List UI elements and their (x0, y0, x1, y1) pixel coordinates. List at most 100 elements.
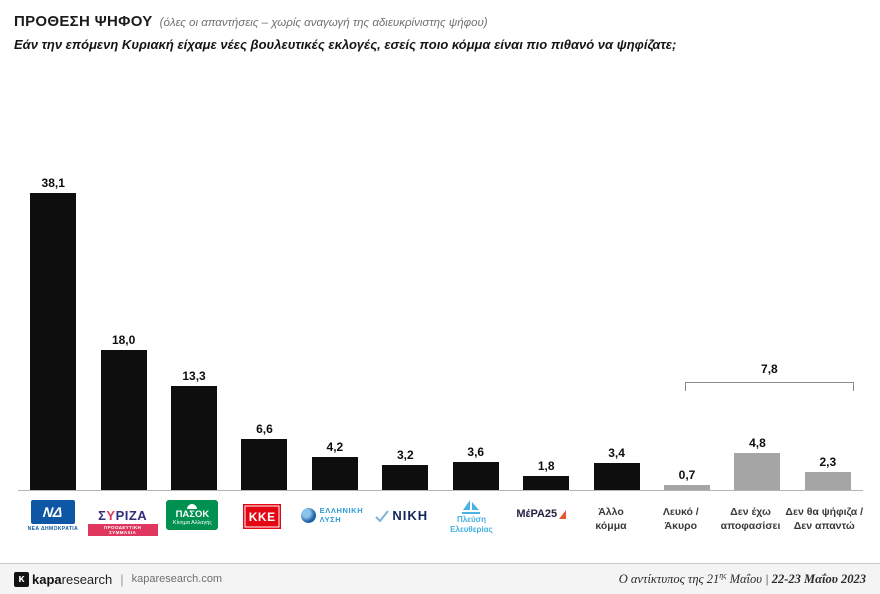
header: ΠΡΟΘΕΣΗ ΨΗΦΟΥ (όλες οι απαντήσεις – χωρί… (0, 0, 880, 52)
pasok-name: ΠΑΣΟΚ (175, 509, 210, 520)
bar-value-label: 3,6 (467, 444, 485, 459)
bar-value-label: 13,3 (182, 369, 206, 384)
note-prefix: Ο αντίκτυπος της 21 (618, 572, 720, 587)
syriza-logo-text: ΣΥΡΙΖΑ (98, 508, 147, 523)
bar-column-10: 4,8 (722, 436, 792, 490)
nd-abbr: ΝΔ (42, 504, 64, 520)
pasok-logo-icon: ΠΑΣΟΚ Κίνημα Αλλαγής (166, 500, 219, 530)
bar (100, 349, 147, 490)
mera25-name: ΜέΡΑ25 (516, 508, 558, 520)
bar-value-label: 0,7 (678, 467, 696, 482)
lefko-akyro-line2: Άκυρο (664, 519, 697, 532)
pasok-subtitle: Κίνημα Αλλαγής (172, 519, 212, 526)
bar-value-label: 2,3 (819, 455, 837, 470)
bar-value-label: 1,8 (537, 458, 555, 473)
survey-date-note: Ο αντίκτυπος της 21ης Μαΐου | 22-23 Μαΐο… (619, 571, 866, 587)
x-axis-label-syriza: ΣΥΡΙΖΑ ΠΡΟΟΔΕΥΤΙΚΗ ΣΥΜΜΑΧΙΑ (87, 491, 158, 555)
bar-chart: 7,8 38,1 18,0 13,3 6,6 4,2 3,2 3,6 1,8 3,4 0,7 4,8… (18, 170, 863, 555)
bar-column-11: 2,3 (793, 455, 863, 490)
elliniki-lysi-logo: ΕΛΛΗΝΙΚΗ ΛΥΣΗ (300, 506, 364, 525)
den-tha-line1: Δεν θα ψήφιζα / (785, 506, 864, 518)
undecided-sum-bracket: 7,8 (684, 362, 855, 391)
syriza-letter: Σ (98, 508, 107, 523)
x-axis-labels: ΝΔ ΝΕΑ ΔΗΜΟΚΡΑΤΙΑ ΣΥΡΙΖΑ ΠΡΟΟΔΕΥΤΙΚΗ ΣΥΜ… (18, 491, 863, 555)
bar (734, 452, 781, 490)
mera25-logo: ΜέΡΑ25 (516, 508, 567, 520)
kke-logo-icon: ΚΚΕ (243, 504, 282, 529)
bar-value-label: 18,0 (111, 332, 136, 347)
note-superscript: ης (719, 570, 727, 580)
allo-komma-line2: κόμμα (595, 519, 627, 532)
x-axis-label-nea-dimokratia: ΝΔ ΝΕΑ ΔΗΜΟΚΡΑΤΙΑ (18, 491, 88, 555)
bar-value-label: 6,6 (256, 421, 273, 436)
bar (664, 484, 710, 490)
footer: κ kapa research | kaparesearch.com Ο αντ… (0, 563, 880, 594)
bar-value-label: 3,2 (396, 448, 414, 463)
brand-kapa-text: kapa (32, 571, 62, 587)
poll-question: Εάν την επόμενη Κυριακή είχαμε νέες βουλ… (14, 37, 677, 52)
bar-column-9: 0,7 (652, 468, 722, 490)
bar-column-7: 1,8 (511, 459, 581, 490)
kapa-logo-icon: κ (14, 571, 29, 587)
bar-column-2: 13,3 (159, 369, 229, 490)
x-axis-label-pasok: ΠΑΣΟΚ Κίνημα Αλλαγής (158, 491, 228, 555)
title-note: (όλες οι απαντήσεις – χωρίς αναγωγή της … (159, 17, 488, 29)
bar-column-1: 18,0 (88, 333, 158, 490)
undecided-sum-label: 7,8 (761, 362, 778, 376)
x-axis-label-plefsi-eleftherias: Πλεύση Ελευθερίας (437, 491, 507, 555)
elliniki-lysi-line1: ΕΛΛΗΝΙΚΗ (319, 506, 364, 515)
bar-column-0: 38,1 (18, 176, 88, 490)
elliniki-lysi-globe-icon (300, 507, 316, 523)
bar (523, 475, 570, 490)
bar-value-label: 4,8 (749, 435, 766, 450)
den-exo-line1: Δεν έχω (730, 506, 771, 518)
bar-value-label: 3,4 (608, 446, 625, 461)
den-exo-line2: αποφασίσει (720, 519, 781, 532)
den-tha-line2: Δεν απαντώ (793, 519, 855, 532)
pasok-sun-icon (187, 504, 198, 509)
note-date: 22-23 Μαΐου 2023 (771, 572, 866, 587)
x-axis-label-kke: ΚΚΕ (227, 491, 297, 555)
note-mid: Μαΐου (726, 572, 763, 587)
mera25-sail-icon (559, 509, 567, 519)
bar (241, 438, 288, 490)
bar-value-label: 4,2 (326, 440, 344, 455)
allo-komma-line1: Άλλο (598, 506, 624, 518)
elliniki-lysi-text: ΕΛΛΗΝΙΚΗ ΛΥΣΗ (320, 506, 364, 525)
x-axis-label-allo-komma: Άλλο κόμμα (576, 491, 646, 555)
bar-value-label: 38,1 (41, 175, 65, 190)
bar-column-4: 4,2 (300, 440, 370, 490)
kapa-research-brand: κ kapa research | kaparesearch.com (14, 571, 223, 587)
bar-plot-area: 7,8 38,1 18,0 13,3 6,6 4,2 3,2 3,6 1,8 3,4 0,7 4,8… (18, 170, 863, 491)
bar-column-3: 6,6 (229, 422, 299, 490)
note-separator: | (762, 572, 772, 587)
bar (30, 192, 77, 490)
niki-logo: ΝΙΚΗ (375, 508, 428, 523)
nea-dimokratia-logo-icon: ΝΔ (30, 500, 75, 524)
plefsi-sailboat-icon (462, 500, 481, 514)
bar (171, 386, 218, 490)
brand-separator: | (120, 571, 124, 587)
lefko-akyro-line1: Λευκό / (662, 506, 699, 518)
bar-column-8: 3,4 (581, 446, 651, 490)
bar (804, 472, 851, 490)
niki-name: ΝΙΚΗ (392, 508, 429, 523)
plefsi-line1: Πλεύση (456, 515, 486, 524)
bar (311, 457, 358, 490)
x-axis-label-lefko-akyro: Λευκό / Άκυρο (646, 491, 716, 555)
elliniki-lysi-line2: ΛΥΣΗ (319, 515, 342, 525)
bar (382, 465, 429, 490)
page-title: ΠΡΟΘΕΣΗ ΨΗΦΟΥ (14, 13, 153, 30)
nd-subtitle: ΝΕΑ ΔΗΜΟΚΡΑΤΙΑ (27, 526, 79, 532)
title-row: ΠΡΟΘΕΣΗ ΨΗΦΟΥ (όλες οι απαντήσεις – χωρί… (14, 13, 864, 30)
x-axis-label-mera25: ΜέΡΑ25 (506, 491, 576, 555)
brand-website: kaparesearch.com (131, 573, 223, 585)
x-axis-label-elliniki-lysi: ΕΛΛΗΝΙΚΗ ΛΥΣΗ (297, 491, 367, 555)
bar (452, 461, 499, 490)
x-axis-label-niki: ΝΙΚΗ (367, 491, 437, 555)
bar-column-5: 3,2 (370, 448, 440, 490)
x-axis-label-den-exo-apofasisei: Δεν έχω αποφασίσει (716, 491, 786, 555)
niki-check-icon (375, 509, 390, 522)
bar-column-6: 3,6 (441, 445, 511, 490)
